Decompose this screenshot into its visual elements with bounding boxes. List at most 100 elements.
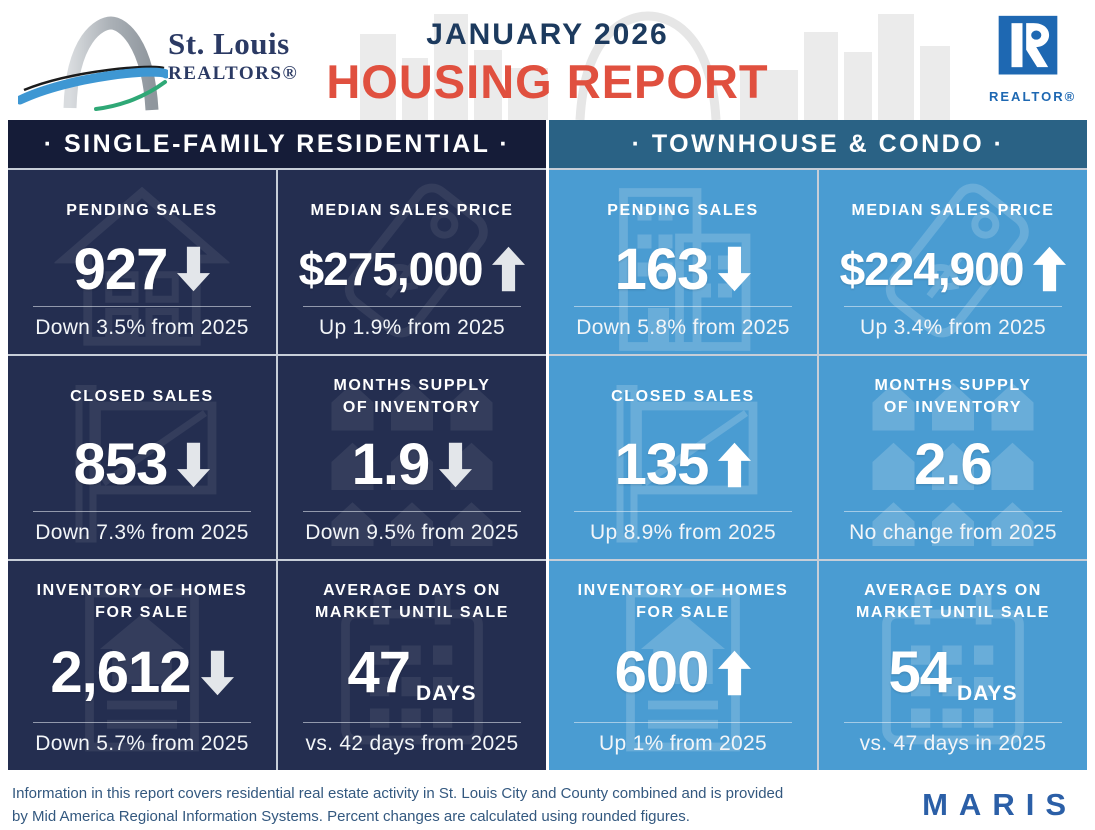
divider bbox=[32, 722, 252, 723]
stat-card: PENDING SALES 163 Down 5.8% from 2025 bbox=[549, 170, 817, 354]
section-cells: PENDING SALES 163 Down 5.8% from 2025 ME… bbox=[549, 170, 1087, 770]
stat-card: AVERAGE DAYS ON MARKET UNTIL SALE 47 DAY… bbox=[278, 561, 546, 770]
section-cells: PENDING SALES 927 Down 3.5% from 2025 ME… bbox=[8, 170, 546, 770]
brand-text: St. Louis REALTORS® bbox=[168, 26, 298, 85]
stat-label: AVERAGE DAYS ON MARKET UNTIL SALE bbox=[855, 581, 1050, 621]
gateway-arch-icon bbox=[18, 16, 168, 111]
stat-value: 927 bbox=[73, 236, 169, 302]
divider bbox=[843, 306, 1063, 307]
divider bbox=[573, 511, 793, 512]
section-title: · TOWNHOUSE & CONDO · bbox=[549, 120, 1087, 168]
stat-change: No change from 2025 bbox=[849, 521, 1057, 544]
stat-label: MONTHS SUPPLY OF INVENTORY bbox=[874, 376, 1032, 416]
stat-change: Down 7.3% from 2025 bbox=[35, 521, 249, 544]
stat-value: $224,900 bbox=[839, 243, 1025, 295]
stat-value: 853 bbox=[73, 432, 169, 497]
stat-value-row: 927 bbox=[74, 234, 211, 304]
report-month: JANUARY 2026 bbox=[426, 18, 669, 51]
divider bbox=[573, 722, 793, 723]
stat-value-row: 54 DAYS bbox=[889, 625, 1018, 720]
stat-card: INVENTORY OF HOMES FOR SALE 600 Up 1% fr… bbox=[549, 561, 817, 770]
stat-change: Up 8.9% from 2025 bbox=[589, 521, 777, 544]
report-header: St. Louis REALTORS® JANUARY 2026 HOUSING… bbox=[0, 0, 1095, 120]
stats-grid: · SINGLE-FAMILY RESIDENTIAL · PENDING SA… bbox=[8, 120, 1087, 770]
stat-change: vs. 47 days in 2025 bbox=[859, 732, 1047, 755]
stat-card: MONTHS SUPPLY OF INVENTORY 1.9 Down 9.5%… bbox=[278, 356, 546, 559]
divider bbox=[302, 511, 522, 512]
stat-label: AVERAGE DAYS ON MARKET UNTIL SALE bbox=[314, 581, 509, 621]
stat-value: 600 bbox=[614, 640, 710, 705]
stat-value-row: 1.9 bbox=[352, 420, 473, 509]
stat-card: MEDIAN SALES PRICE $275,000 Up 1.9% from… bbox=[278, 170, 546, 354]
stat-change: vs. 42 days from 2025 bbox=[305, 732, 519, 755]
arrow-up-icon bbox=[492, 246, 526, 292]
stat-card: MONTHS SUPPLY OF INVENTORY 2.6 No change… bbox=[819, 356, 1087, 559]
stat-value: 1.9 bbox=[351, 432, 431, 497]
stat-value: 47 bbox=[347, 640, 412, 705]
section-title: · SINGLE-FAMILY RESIDENTIAL · bbox=[8, 120, 546, 168]
arrow-up-icon bbox=[1033, 246, 1067, 292]
arrow-up-icon bbox=[718, 650, 752, 695]
divider bbox=[32, 511, 252, 512]
divider bbox=[302, 306, 522, 307]
stat-value-row: 2.6 bbox=[914, 420, 993, 509]
arrow-down-icon bbox=[439, 442, 473, 487]
stat-value-row: 135 bbox=[615, 420, 752, 509]
stat-label: PENDING SALES bbox=[607, 201, 759, 219]
maris-logo: MARIS bbox=[922, 787, 1077, 823]
stat-card: CLOSED SALES 135 Up 8.9% from 2025 bbox=[549, 356, 817, 559]
stat-value: 54 bbox=[888, 640, 953, 705]
stat-change: Down 5.7% from 2025 bbox=[35, 732, 249, 755]
stat-label: PENDING SALES bbox=[66, 201, 218, 219]
stat-value-row: 47 DAYS bbox=[348, 625, 477, 720]
stat-card: PENDING SALES 927 Down 3.5% from 2025 bbox=[8, 170, 276, 354]
stat-value-row: 163 bbox=[615, 234, 752, 304]
stat-change: Down 3.5% from 2025 bbox=[35, 316, 249, 339]
stat-label: INVENTORY OF HOMES FOR SALE bbox=[577, 581, 789, 621]
divider bbox=[302, 722, 522, 723]
stat-change: Down 9.5% from 2025 bbox=[305, 521, 519, 544]
stat-unit: DAYS bbox=[416, 682, 477, 705]
arrow-up-icon bbox=[718, 442, 752, 487]
realtor-logo: REALTOR® bbox=[989, 14, 1077, 104]
divider bbox=[843, 511, 1063, 512]
stat-value-row: $275,000 bbox=[299, 234, 526, 304]
stat-label: MONTHS SUPPLY OF INVENTORY bbox=[333, 376, 491, 416]
stat-unit: DAYS bbox=[957, 682, 1018, 705]
stat-change: Up 3.4% from 2025 bbox=[859, 316, 1047, 339]
brand-subname: REALTORS® bbox=[168, 63, 299, 84]
stat-value-row: $224,900 bbox=[840, 234, 1067, 304]
divider bbox=[573, 306, 793, 307]
title-block: JANUARY 2026 HOUSING REPORT bbox=[0, 18, 1095, 109]
divider bbox=[32, 306, 252, 307]
stat-card: CLOSED SALES 853 Down 7.3% from 2025 bbox=[8, 356, 276, 559]
page-title: HOUSING REPORT bbox=[326, 55, 769, 108]
realtor-logo-label: REALTOR® bbox=[989, 89, 1077, 104]
brand-name: St. Louis bbox=[168, 26, 290, 61]
city-skyline-watermark bbox=[360, 11, 950, 120]
section-panel: · TOWNHOUSE & CONDO · PENDING SALES 163 … bbox=[549, 120, 1087, 770]
stat-value-row: 600 bbox=[615, 625, 752, 720]
section-panel: · SINGLE-FAMILY RESIDENTIAL · PENDING SA… bbox=[8, 120, 546, 770]
stat-value: $275,000 bbox=[298, 243, 484, 295]
stat-value: 2,612 bbox=[50, 640, 191, 705]
stat-label: CLOSED SALES bbox=[70, 387, 214, 405]
arrow-down-icon bbox=[177, 442, 211, 487]
stat-change: Up 1% from 2025 bbox=[599, 732, 767, 755]
stat-value: 135 bbox=[614, 432, 710, 497]
arrow-down-icon bbox=[718, 246, 752, 292]
stat-label: MEDIAN SALES PRICE bbox=[310, 201, 514, 219]
st-louis-realtors-logo: St. Louis REALTORS® bbox=[18, 8, 348, 116]
divider bbox=[843, 722, 1063, 723]
stat-label: INVENTORY OF HOMES FOR SALE bbox=[36, 581, 248, 621]
realtor-r-icon bbox=[998, 15, 1058, 75]
arrow-down-icon bbox=[200, 650, 234, 695]
stat-change: Down 5.8% from 2025 bbox=[576, 316, 790, 339]
stat-value: 163 bbox=[614, 236, 710, 302]
stat-card: AVERAGE DAYS ON MARKET UNTIL SALE 54 DAY… bbox=[819, 561, 1087, 770]
stat-label: CLOSED SALES bbox=[611, 387, 755, 405]
stat-change: Up 1.9% from 2025 bbox=[318, 316, 506, 339]
stat-card: INVENTORY OF HOMES FOR SALE 2,612 Down 5… bbox=[8, 561, 276, 770]
arrow-down-icon bbox=[177, 246, 211, 292]
